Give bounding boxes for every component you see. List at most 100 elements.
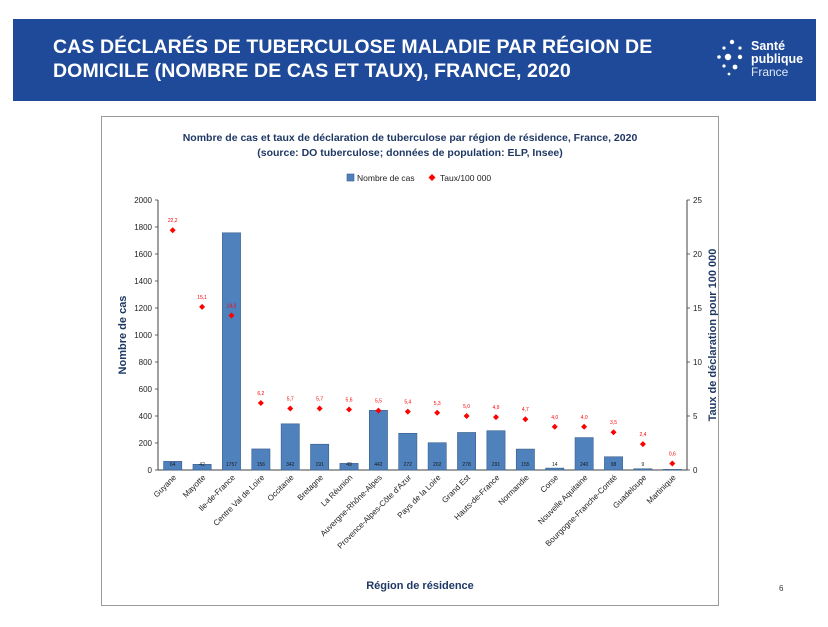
y-tick-label: 1000 [134,331,152,340]
x-tick-label: Corse [539,473,561,495]
y-tick-label: 400 [139,412,153,421]
logo-text-line-1: Santé [751,39,786,53]
logo-text: Santé publique France [751,40,803,79]
rate-value-label: 5,7 [316,396,323,402]
x-tick-label: Occitanie [266,473,296,503]
bar-9 [427,442,447,471]
rate-point-12 [522,416,529,423]
y-tick-label: 600 [139,385,153,394]
y-tick-label: 0 [148,466,153,475]
bar-value-label: 64 [170,462,176,468]
bar-value-label: 342 [286,462,295,468]
y2-tick-label: 5 [693,412,698,421]
rate-point-15 [610,429,617,436]
rate-point-1 [199,303,206,310]
rate-value-label: 5,5 [375,399,382,405]
x-tick-label: Martinique [645,473,678,506]
rate-value-label: 22,2 [168,218,178,224]
tuberculosis-region-chart: Nombre de cas et taux de déclaration de … [117,132,718,592]
rate-value-label: 15,1 [197,295,207,301]
rate-point-7 [375,407,382,414]
y-tick-label: 1800 [134,223,152,232]
rate-value-label: 0,6 [669,452,676,458]
y-tick-label: 1600 [134,250,152,259]
legend-label-bars: Nombre de cas [357,173,415,183]
bar-value-label: 1757 [226,462,237,468]
bar-17 [662,469,682,471]
bar-8 [398,432,418,471]
bar-value-label: 155 [521,462,530,468]
slide-title-line-2: DOMICILE (NOMBRE DE CAS ET TAUX), FRANCE… [53,60,571,82]
rate-point-8 [404,408,411,415]
rate-point-0 [169,227,176,234]
y2-tick-label: 20 [693,250,702,259]
bar-value-label: 191 [315,462,324,468]
bar-6 [339,463,359,471]
bar-3 [251,448,271,471]
rate-value-label: 4,9 [492,405,499,411]
bar-5 [310,443,330,471]
bar-4 [280,423,300,471]
rate-point-10 [463,413,470,419]
y2-tick-label: 0 [693,466,698,475]
bar-value-label: 202 [433,462,442,468]
bar-10 [457,432,476,471]
bar-value-label: 98 [611,462,617,468]
bar-value-label: 278 [462,462,471,468]
bar-value-label: 240 [580,462,589,468]
rate-value-label: 5,7 [287,396,294,402]
y2-tick-label: 25 [693,196,702,205]
bar-value-label: 49 [346,462,352,468]
bar-value-label: 272 [404,462,413,468]
bar-value-label: 291 [492,462,501,468]
bar-0 [163,461,183,471]
y2-tick-label: 15 [693,304,702,313]
y-axis-title: Nombre de cas [117,296,129,375]
bar-value-label: 156 [257,462,266,468]
legend-label-rate: Taux/100 000 [440,173,491,183]
rate-value-label: 14,3 [227,304,237,310]
rate-point-4 [287,405,294,412]
rate-value-label: 5,0 [463,404,470,410]
rate-value-label: 5,3 [434,401,441,407]
logo-text-line-3: France [751,65,789,79]
chart-subtitle: (source: DO tuberculose; données de popu… [257,147,563,159]
rate-point-2 [228,312,235,319]
rate-point-11 [492,414,499,421]
x-tick-label: Nouvelle Aquitaine [536,473,590,527]
x-tick-label: Guyane [152,473,179,500]
rate-point-14 [581,423,588,430]
rate-value-label: 5,4 [404,400,411,406]
chart-title: Nombre de cas et taux de déclaration de … [183,132,638,144]
y2-tick-label: 10 [693,358,702,367]
legend-marker-bars [346,173,355,182]
rate-value-label: 4,0 [581,415,588,421]
bar-15 [604,456,623,471]
bar-value-label: 14 [552,462,558,468]
rate-point-9 [434,409,441,416]
slide-title-line-1: CAS DÉCLARÉS DE TUBERCULOSE MALADIE PAR … [53,36,653,58]
rate-value-label: 4,0 [551,415,558,421]
bar-12 [515,448,535,471]
bar-value-label: 42 [199,462,205,468]
bar-value-label: 9 [642,462,645,468]
title-banner: CAS DÉCLARÉS DE TUBERCULOSE MALADIE PAR … [13,19,816,101]
rate-point-6 [346,406,353,413]
y-tick-label: 2000 [134,196,152,205]
bar-11 [486,430,506,471]
rate-point-17 [669,460,676,467]
y-tick-label: 800 [139,358,153,367]
rate-value-label: 5,6 [346,398,353,404]
chart-frame: Nombre de cas et taux de déclaration de … [101,116,719,606]
rate-point-16 [639,441,646,448]
rate-point-3 [257,400,264,407]
rate-value-label: 3,5 [610,420,617,426]
x-tick-label: Normandie [497,473,531,507]
rate-point-13 [551,423,558,430]
y-tick-label: 1200 [134,304,152,313]
x-tick-label: Bretagne [296,473,326,503]
slide-title: CAS DÉCLARÉS DE TUBERCULOSE MALADIE PAR … [53,35,693,83]
logo-text-line-2: publique [751,52,804,66]
bar-16 [633,468,653,471]
bar-14 [574,437,594,471]
